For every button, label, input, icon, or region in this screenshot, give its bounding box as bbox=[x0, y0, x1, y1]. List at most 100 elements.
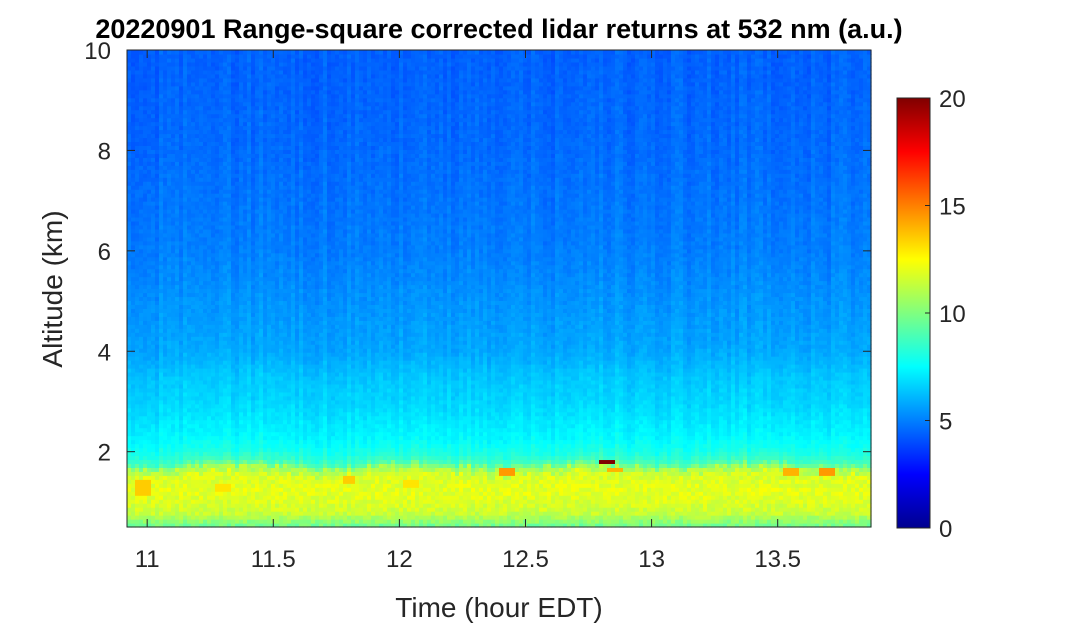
heatmap-cell bbox=[211, 284, 216, 290]
heatmap-cell bbox=[243, 53, 248, 59]
heatmap-cell bbox=[191, 153, 196, 158]
heatmap-cell bbox=[135, 169, 140, 174]
heatmap-cell bbox=[259, 344, 264, 349]
heatmap-cell bbox=[187, 487, 192, 492]
heatmap-cell bbox=[175, 503, 180, 508]
heatmap-cell bbox=[191, 491, 196, 496]
heatmap-cell bbox=[231, 407, 236, 413]
heatmap-cell bbox=[227, 463, 232, 468]
heatmap-cell bbox=[291, 228, 296, 234]
heatmap-cell bbox=[223, 232, 228, 238]
heatmap-cell bbox=[187, 109, 192, 115]
heatmap-cell bbox=[283, 121, 288, 127]
heatmap-cell bbox=[255, 451, 260, 457]
heatmap-cell bbox=[267, 483, 272, 488]
heatmap-cell bbox=[175, 129, 180, 135]
heatmap-cell bbox=[279, 324, 284, 329]
heatmap-cell bbox=[211, 336, 216, 341]
heatmap-cell bbox=[159, 495, 164, 500]
heatmap-cell bbox=[223, 507, 228, 512]
heatmap-cell bbox=[287, 463, 292, 468]
heatmap-cell bbox=[239, 89, 244, 95]
heatmap-cell bbox=[147, 427, 152, 433]
heatmap-cell bbox=[271, 109, 276, 115]
heatmap-cell bbox=[247, 244, 252, 250]
heatmap-cell bbox=[275, 344, 280, 349]
heatmap-cell bbox=[283, 511, 288, 516]
heatmap-cell bbox=[183, 77, 188, 83]
heatmap-cell bbox=[163, 236, 168, 242]
heatmap-cell bbox=[167, 312, 172, 317]
heatmap-cell bbox=[215, 379, 220, 385]
heatmap-cell bbox=[251, 300, 256, 305]
heatmap-cell bbox=[215, 121, 220, 127]
heatmap-cell bbox=[151, 280, 156, 286]
heatmap-cell bbox=[231, 523, 236, 528]
heatmap-cell bbox=[267, 352, 272, 357]
heatmap-cell bbox=[231, 467, 236, 472]
heatmap-cell bbox=[199, 276, 204, 282]
heatmap-cell bbox=[243, 515, 248, 520]
heatmap-cell bbox=[179, 455, 184, 461]
heatmap-cell bbox=[287, 423, 292, 429]
heatmap-cell bbox=[247, 209, 252, 214]
heatmap-cell bbox=[267, 399, 272, 405]
heatmap-cell bbox=[139, 463, 144, 468]
heatmap-cell bbox=[167, 101, 172, 107]
heatmap-cell bbox=[131, 316, 136, 321]
heatmap-cell bbox=[259, 360, 264, 365]
heatmap-cell bbox=[235, 236, 240, 242]
heatmap-cell bbox=[259, 57, 264, 63]
heatmap-cell bbox=[243, 240, 248, 246]
heatmap-cell bbox=[283, 65, 288, 71]
heatmap-cell bbox=[159, 197, 164, 202]
heatmap-cell bbox=[247, 236, 252, 242]
heatmap-cell bbox=[227, 455, 232, 461]
heatmap-cell bbox=[199, 399, 204, 405]
heatmap-cell bbox=[203, 328, 208, 333]
heatmap-cell bbox=[235, 125, 240, 131]
heatmap-cell bbox=[235, 157, 240, 162]
heatmap-cell bbox=[143, 519, 148, 524]
heatmap-cell bbox=[191, 193, 196, 198]
heatmap-cell bbox=[155, 189, 160, 194]
heatmap-cell bbox=[163, 216, 168, 222]
heatmap-cell bbox=[251, 479, 256, 484]
heatmap-cell bbox=[267, 93, 272, 99]
heatmap-cell bbox=[139, 419, 144, 425]
heatmap-cell bbox=[291, 360, 296, 365]
heatmap-cell bbox=[279, 515, 284, 520]
heatmap-cell bbox=[279, 383, 284, 389]
heatmap-cell bbox=[267, 395, 272, 401]
heatmap-cell bbox=[231, 276, 236, 282]
heatmap-cell bbox=[143, 181, 148, 186]
heatmap-cell bbox=[191, 332, 196, 337]
heatmap-cell bbox=[255, 69, 260, 75]
heatmap-cell bbox=[155, 427, 160, 433]
heatmap-cell bbox=[223, 53, 228, 59]
heatmap-cell bbox=[183, 220, 188, 226]
heatmap-cell bbox=[223, 197, 228, 202]
heatmap-cell bbox=[199, 256, 204, 262]
heatmap-cell bbox=[247, 507, 252, 512]
heatmap-cell bbox=[203, 375, 208, 381]
heatmap-cell bbox=[135, 284, 140, 290]
heatmap-cell bbox=[223, 499, 228, 504]
heatmap-cell bbox=[291, 515, 296, 520]
heatmap-cell bbox=[255, 368, 260, 373]
heatmap-cell bbox=[291, 483, 296, 488]
heatmap-cell bbox=[283, 447, 288, 453]
heatmap-cell bbox=[291, 491, 296, 496]
heatmap-cell bbox=[247, 447, 252, 453]
heatmap-cell bbox=[231, 459, 236, 464]
heatmap-cell bbox=[171, 77, 176, 83]
heatmap-cell bbox=[215, 435, 220, 441]
heatmap-cell bbox=[227, 348, 232, 353]
heatmap-cell bbox=[191, 201, 196, 206]
heatmap-cell bbox=[207, 101, 212, 107]
heatmap-cell bbox=[251, 201, 256, 206]
heatmap-cell bbox=[291, 244, 296, 250]
heatmap-cell bbox=[271, 149, 276, 154]
heatmap-cell bbox=[143, 316, 148, 321]
heatmap-cell bbox=[271, 240, 276, 246]
